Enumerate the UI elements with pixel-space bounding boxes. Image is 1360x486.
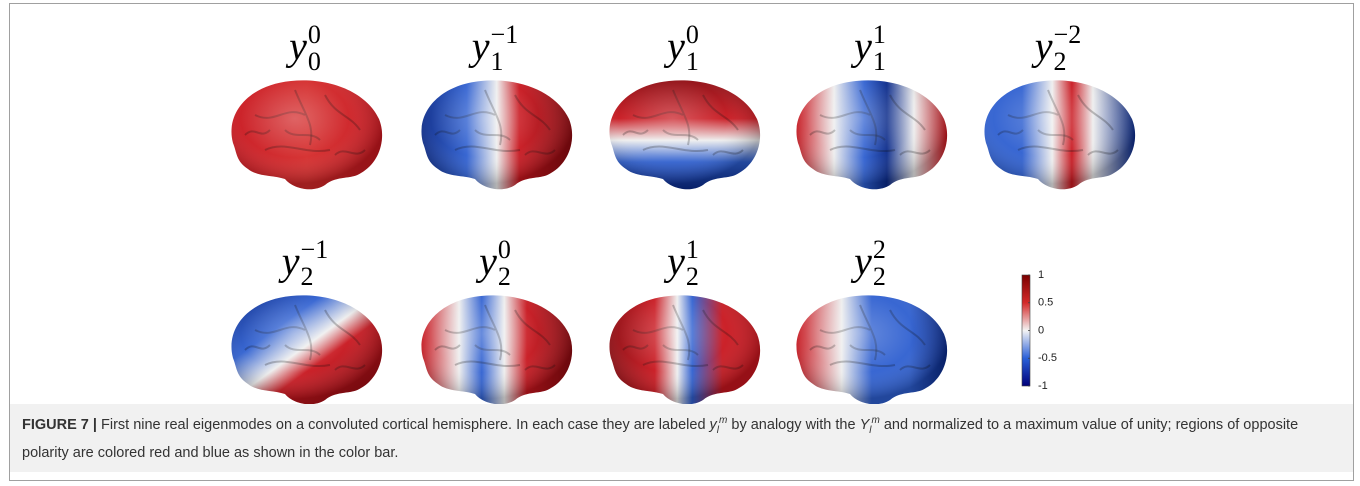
math-base: y	[709, 416, 717, 433]
math-sub: l	[869, 424, 872, 436]
brain-shading	[609, 80, 761, 190]
label-sup: 0	[307, 20, 321, 49]
label-base: y	[854, 23, 872, 69]
brain	[231, 295, 383, 405]
brain	[421, 295, 573, 405]
panel-label: y −2 2	[1034, 21, 1082, 78]
brain	[984, 80, 1136, 190]
brain-shading	[421, 295, 573, 405]
label-base: y	[289, 23, 307, 69]
caption: FIGURE 7 | First nine real eigenmodes on…	[10, 404, 1353, 472]
label-sub: 1	[490, 47, 504, 77]
label-indices: −1 2	[301, 236, 329, 291]
label-base: y	[281, 238, 300, 284]
label-sub: 2	[1053, 47, 1067, 77]
label-sup: 2	[872, 235, 886, 264]
brain	[796, 295, 948, 405]
label-sub: 2	[300, 262, 314, 292]
label-indices: −2 2	[1054, 21, 1082, 76]
label-sub: 1	[685, 47, 699, 77]
label-sub: 2	[872, 262, 886, 292]
label-sup: −2	[1053, 20, 1082, 49]
panel-label: y −1 1	[471, 21, 519, 78]
label-base: y	[1034, 23, 1053, 69]
brain-shading	[984, 80, 1136, 190]
brain-shading	[231, 80, 383, 190]
math-sup: m	[719, 415, 728, 426]
label-base: y	[479, 238, 497, 284]
label-sup: 1	[685, 235, 699, 264]
brain	[421, 80, 573, 190]
label-base: y	[854, 238, 872, 284]
brain-shading	[421, 80, 573, 190]
colorbar-tick-label: 0	[1038, 324, 1044, 336]
panel-label: y −1 2	[281, 236, 329, 293]
caption-math: Ylm	[859, 415, 880, 436]
math-sup: m	[871, 415, 880, 426]
figure-frame	[9, 3, 1354, 481]
caption-text: First nine real eigenmodes on a convolut…	[96, 416, 710, 433]
label-sub: 2	[685, 262, 699, 292]
label-indices: −1 1	[491, 21, 519, 76]
colorbar-tick-label: 0.5	[1038, 297, 1053, 309]
label-sup: 1	[872, 20, 886, 49]
brain-shading	[796, 295, 948, 405]
caption-label: FIGURE 7 |	[22, 416, 97, 433]
caption-text: by analogy with the	[727, 416, 860, 433]
brain	[796, 80, 948, 190]
colorbar-tick-label: -0.5	[1038, 352, 1057, 364]
brain-shading	[796, 80, 948, 190]
brain-shading	[231, 295, 383, 405]
label-sub: 1	[872, 47, 886, 77]
brain	[231, 80, 383, 190]
label-base: y	[667, 238, 685, 284]
brain-shading	[609, 295, 761, 405]
label-sup: −1	[490, 20, 519, 49]
colorbar-tick-label: -1	[1038, 380, 1048, 392]
label-sup: −1	[300, 235, 329, 264]
caption-text: and normalized to a maximum value of uni…	[22, 416, 1299, 461]
label-sup: 0	[497, 235, 511, 264]
label-base: y	[667, 23, 685, 69]
label-sub: 0	[307, 47, 321, 77]
brain	[609, 295, 761, 405]
label-sub: 2	[497, 262, 511, 292]
brain	[609, 80, 761, 190]
math-sub: l	[716, 424, 720, 436]
math-base: Y	[859, 416, 870, 433]
label-base: y	[471, 23, 490, 69]
label-sup: 0	[685, 20, 699, 49]
caption-math: ylm	[709, 415, 728, 436]
colorbar-tick-label: 1	[1038, 269, 1044, 281]
